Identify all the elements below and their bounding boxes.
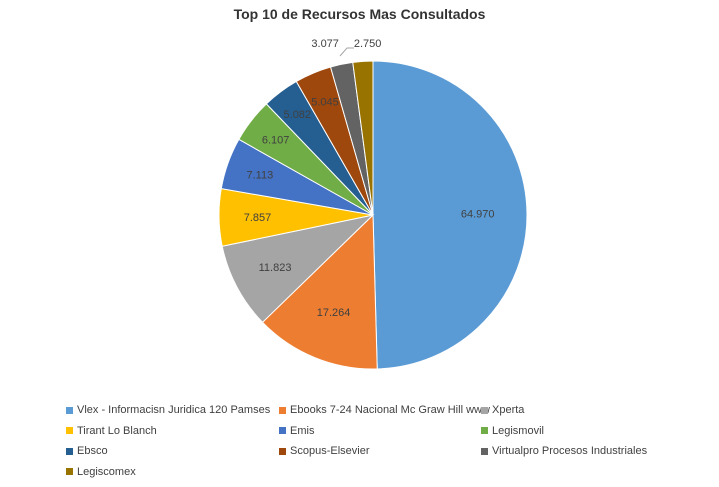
data-label-5: 7.113 — [247, 170, 274, 182]
pie-slice-3 — [221, 214, 375, 324]
legend-item: Ebsco — [66, 445, 108, 457]
leader-line — [339, 47, 354, 57]
legend-swatch — [66, 406, 73, 414]
pie-slice-2 — [261, 213, 378, 370]
legend-swatch — [66, 447, 73, 455]
legend-swatch — [481, 427, 488, 434]
legend-label: Ebooks 7-24 Nacional Mc Graw Hill www — [290, 404, 490, 416]
pie-slice-10 — [352, 60, 374, 216]
legend-swatch — [481, 447, 488, 455]
legend-item: Virtualpro Procesos Industriales — [481, 445, 647, 457]
legend-item: Scopus-Elsevier — [279, 445, 369, 457]
legend-item: Emis — [279, 425, 314, 437]
data-label-2: 17.264 — [317, 307, 351, 319]
legend-swatch — [279, 447, 286, 455]
legend-label: Tirant Lo Blanch — [77, 424, 157, 437]
legend-swatch — [279, 406, 286, 414]
legend-swatch — [66, 427, 73, 434]
legend-label: Scopus-Elsevier — [290, 445, 370, 457]
legend-item: Xperta — [481, 404, 524, 416]
legend-label: Virtualpro Procesos Industriales — [492, 445, 648, 457]
legend-label: Xperta — [492, 404, 525, 416]
data-label-7: 5.082 — [284, 109, 312, 121]
data-label-1: 64.970 — [461, 209, 495, 221]
legend-label: Emis — [290, 424, 315, 437]
data-label-8: 5.045 — [311, 97, 339, 109]
legend-swatch — [481, 406, 488, 414]
data-label-6: 6.107 — [262, 134, 290, 146]
legend-label: Legismovil — [492, 424, 544, 437]
pie-chart: 64.970 17.264 11.823 7.857 7.113 6.107 5.0825.… — [218, 38, 528, 370]
legend-label: Legiscomex — [77, 465, 136, 478]
legend-item: Legiscomex — [66, 466, 136, 478]
legend-swatch — [279, 427, 286, 434]
legend-swatch — [66, 468, 73, 475]
data-label-9: 3.077 — [311, 38, 339, 50]
pie-slice-1 — [372, 60, 528, 370]
data-label-10: 2.750 — [354, 38, 382, 50]
data-label-4: 7.857 — [244, 212, 272, 224]
legend-item: Ebooks 7-24 Nacional Mc Graw Hill www — [279, 404, 490, 416]
legend-item: Legismovil — [481, 425, 544, 437]
legend-item: Tirant Lo Blanch — [66, 425, 157, 437]
chart-title: Top 10 de Recursos Mas Consultados — [233, 6, 486, 22]
legend-label: Ebsco — [77, 445, 108, 457]
data-label-3: 11.823 — [259, 262, 292, 274]
legend-label: Vlex - Informacisn Juridica 120 Pamses — [77, 404, 271, 416]
legend-item: Vlex - Informacisn Juridica 120 Pamses — [66, 404, 270, 416]
